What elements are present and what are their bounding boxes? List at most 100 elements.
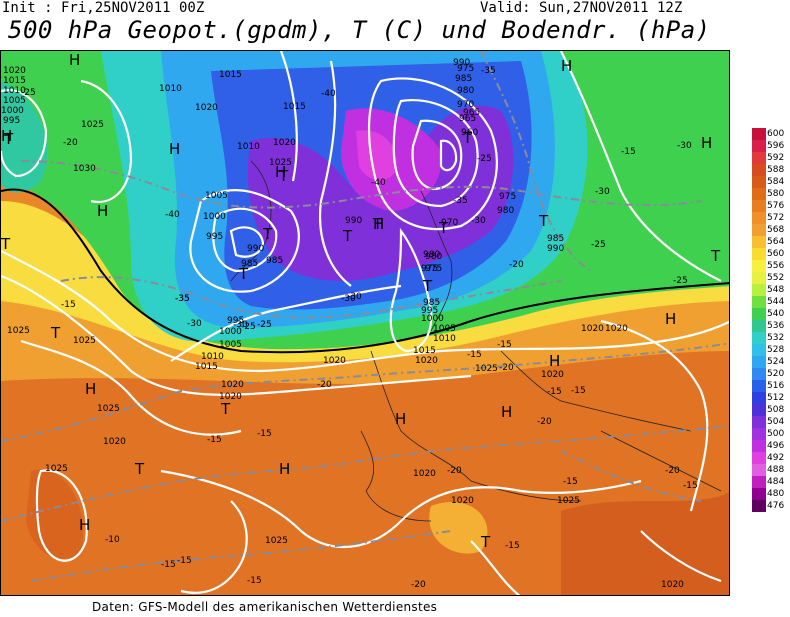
isobar-label: 990 [547, 244, 564, 254]
isobar-label: 1010 [3, 86, 26, 96]
color-scale-segment [752, 224, 766, 236]
color-scale-label: 584 [767, 177, 785, 187]
color-scale-label: 532 [767, 333, 785, 343]
color-scale-segment [752, 380, 766, 392]
isobar-label: 1020 [103, 437, 126, 447]
high-pressure-labels: H H H H H H H H H H H H H H H [1, 51, 712, 534]
high-label: H [549, 352, 560, 370]
low-label: T [438, 219, 449, 237]
color-scale-segment [752, 152, 766, 164]
color-scale-segment [752, 176, 766, 188]
warm-zone [1, 328, 729, 595]
high-label: H [395, 410, 406, 428]
isobar-label: 1015 [283, 102, 306, 112]
low-label: T [480, 533, 491, 551]
isobar-label: 1025 [265, 536, 288, 546]
low-label: T [342, 227, 353, 245]
isobar-label: 985 [423, 298, 440, 308]
color-scale-label: 528 [767, 345, 785, 355]
isotherm-label: -30 [595, 187, 610, 197]
isobar-label: 1010 [237, 142, 260, 152]
isobar-label: 1000 [203, 212, 226, 222]
isobar-label: 1000 [1, 106, 24, 116]
isobars [1, 51, 729, 595]
isobar-label: 1005 [219, 340, 242, 350]
isotherm-label: -15 [207, 435, 222, 445]
isotherm-label: -25 [673, 276, 688, 286]
isobar-label: 975 [499, 192, 516, 202]
color-scale-segment [752, 272, 766, 284]
isobar-label: 1025 [81, 120, 104, 130]
color-scale-label: 476 [767, 501, 785, 511]
color-scale-segment [752, 200, 766, 212]
isotherm-label: -25 [241, 322, 256, 332]
isotherm-label: -20 [411, 580, 426, 590]
color-scale-segment [752, 368, 766, 380]
valid-time-label: Valid: Sun,27NOV2011 12Z [480, 0, 683, 16]
isobar-label: 1025 [45, 464, 68, 474]
isobar-label: 1015 [219, 70, 242, 80]
isotherm-label: -20 [509, 260, 524, 270]
isobar-label: 1020 [219, 392, 242, 402]
isotherm-label: -30 [341, 294, 356, 304]
isotherm-label: -20 [665, 466, 680, 476]
isotherms [1, 51, 729, 582]
color-scale-label: 600 [767, 129, 785, 139]
purple-region [247, 105, 514, 282]
isobar-label: 965 [463, 108, 480, 118]
color-scale-label: 552 [767, 273, 785, 283]
isobar-label: 960 [461, 128, 478, 138]
low-label: T [262, 225, 273, 243]
high-label: H [373, 215, 384, 233]
magenta-center [356, 130, 397, 181]
high-label: H [501, 403, 512, 421]
isobar-label: 975 [421, 264, 438, 274]
isobar-label: 1000 [421, 314, 444, 324]
color-scale-label: 548 [767, 285, 785, 295]
color-scale-label: 556 [767, 261, 785, 271]
isotherm-label: -15 [505, 541, 520, 551]
isobar-label: 1025 [7, 326, 30, 336]
isobar-label: 1020 [451, 496, 474, 506]
isobar-label: 1020 [541, 370, 564, 380]
isotherm-label: -20 [63, 138, 78, 148]
isotherm-label: -30 [471, 216, 486, 226]
isotherm-label: -35 [175, 294, 190, 304]
isotherm-label: -25 [477, 154, 492, 164]
isotherm-label: -40 [165, 210, 180, 220]
low-label: T [538, 212, 549, 230]
isobar-label: 1025 [73, 336, 96, 346]
isotherm-label: -20 [537, 417, 552, 427]
high-label: H [561, 57, 572, 75]
isotherm-label: -40 [371, 178, 386, 188]
color-scale-label: 536 [767, 321, 785, 331]
isotherm-value-labels: -25 -20 -40 -35 -15 -30 -25 -40 -40 -35 … [21, 66, 698, 590]
isobar-label: 995 [206, 232, 223, 242]
color-scale-segment [752, 164, 766, 176]
isobar-label: 1015 [413, 346, 436, 356]
isobar-label: 1020 [605, 324, 628, 334]
isobar-label: 965 [459, 114, 476, 124]
isobar-label: 985 [547, 234, 564, 244]
isobar-label: 1020 [195, 103, 218, 113]
isobar-label: 995 [3, 116, 20, 126]
data-source-footer: Daten: GFS-Modell des amerikanischen Wet… [92, 600, 438, 614]
high-label: H [69, 51, 80, 69]
color-scale-label: 520 [767, 369, 785, 379]
isobar-label: 970 [457, 100, 474, 110]
low-label: T [462, 129, 473, 147]
isobar-label: 985 [266, 256, 283, 266]
contour-552 [1, 188, 729, 354]
isobar-label: 1025 [269, 158, 292, 168]
isotherm-label: -35 [481, 66, 496, 76]
color-scale-label: 480 [767, 489, 785, 499]
isotherm-label: -15 [497, 340, 512, 350]
isobar-label: 1000 [219, 327, 242, 337]
color-scale-label: 500 [767, 429, 785, 439]
isobar-label: 1020 [323, 356, 346, 366]
color-scale-label: 484 [767, 477, 785, 487]
high-label: H [97, 202, 108, 220]
color-scale-label: 512 [767, 393, 785, 403]
isobar-label: 985 [455, 74, 472, 84]
color-scale-segment [752, 140, 766, 152]
